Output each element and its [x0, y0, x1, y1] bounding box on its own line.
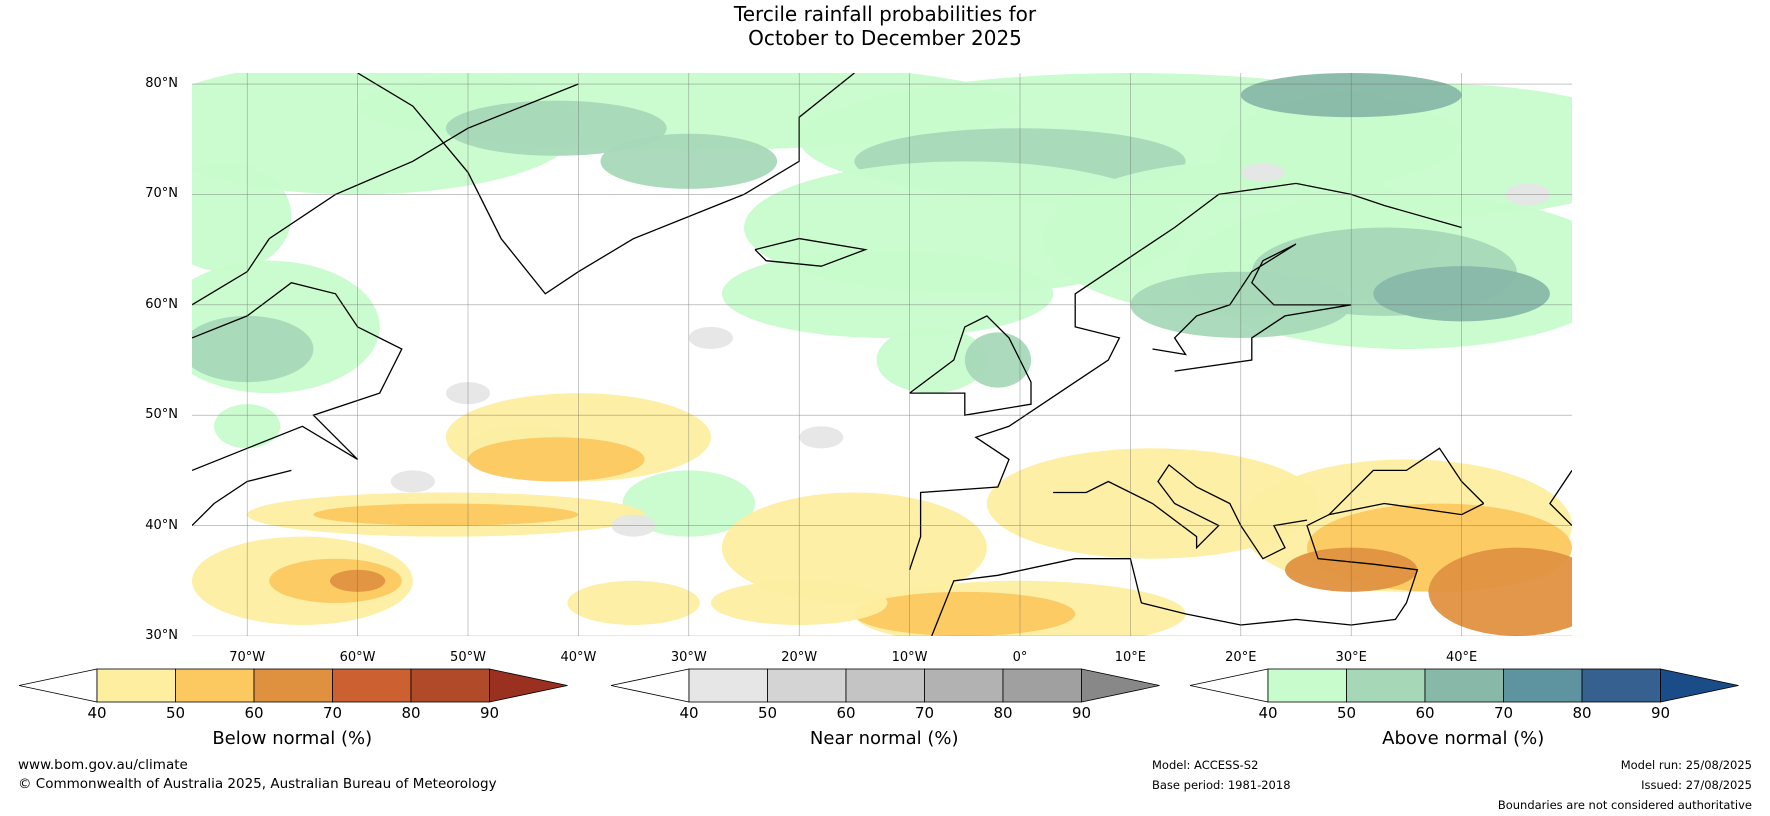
- latitude-tick-label: 40°N: [145, 517, 178, 533]
- colorbar-segment: [845, 668, 925, 703]
- probability-area: [721, 249, 1054, 338]
- footer-model-run: Model run: 25/08/2025: [1620, 758, 1752, 772]
- colorbar-segment: [175, 668, 255, 703]
- colorbar-under-arrow: [610, 668, 690, 703]
- longitude-tick-label: 60°W: [339, 650, 376, 665]
- colorbar-segment: [253, 668, 333, 703]
- probability-area: [688, 326, 733, 349]
- latitude-tick-label: 30°N: [145, 628, 178, 643]
- coastline: [908, 182, 1462, 571]
- colorbar-tick-label: 50: [757, 704, 778, 722]
- longitude-tick-label: 30°E: [1335, 650, 1367, 665]
- footer-issued: Issued: 27/08/2025: [1641, 778, 1752, 792]
- colorbar-under-arrow: [18, 668, 98, 703]
- coastline: [192, 469, 292, 527]
- colorbar-tick-label: 90: [1650, 704, 1671, 722]
- colorbar-segment: [1002, 668, 1082, 703]
- longitude-tick-label: 20°E: [1225, 650, 1257, 665]
- latitude-tick-label: 70°N: [145, 186, 178, 202]
- coastline: [754, 237, 868, 267]
- colorbar-tick-label: 90: [479, 704, 500, 722]
- footer-model: Model: ACCESS-S2: [1152, 758, 1259, 772]
- probability-area: [1428, 547, 1572, 636]
- longitude-tick-label: 50°W: [450, 650, 486, 665]
- colorbar-tick-label: 60: [244, 704, 264, 722]
- footer-base-period: Base period: 1981-2018: [1152, 778, 1291, 792]
- latitude-tick-label: 80°N: [145, 76, 178, 92]
- colorbar-over-arrow: [1660, 668, 1739, 703]
- colorbar-segment: [96, 668, 176, 703]
- probability-field: [192, 73, 1572, 636]
- colorbar-tick-label: 80: [1572, 704, 1592, 722]
- colorbar-tick-label: 80: [993, 704, 1013, 722]
- colorbar-segment: [1581, 668, 1661, 703]
- longitude-tick-label: 20°W: [781, 650, 818, 665]
- colorbar-tick-label: 90: [1071, 704, 1092, 722]
- latitude-tick-label: 50°N: [145, 407, 178, 423]
- probability-area: [192, 161, 292, 272]
- colorbar-tick-label: 40: [87, 704, 107, 722]
- longitude-tick-label: 70°W: [229, 650, 266, 665]
- longitude-tick-label: 30°W: [670, 650, 707, 665]
- gridlines: [192, 73, 1572, 636]
- longitude-tick-label: 10°E: [1114, 650, 1147, 665]
- colorbar-segment: [1503, 668, 1583, 703]
- probability-area: [468, 437, 645, 482]
- coastline: [192, 281, 403, 472]
- probability-area: [1240, 163, 1285, 182]
- coastline: [1152, 243, 1352, 372]
- colorbar-segment: [924, 668, 1004, 703]
- colorbar-under-arrow: [1189, 668, 1269, 703]
- longitude-tick-label: 40°W: [560, 650, 597, 665]
- map-title: Tercile rainfall probabilities for Octob…: [0, 2, 1770, 50]
- colorbar-segment: [332, 668, 412, 703]
- colorbar-2: [1189, 668, 1739, 703]
- probability-area: [313, 503, 579, 526]
- colorbar-tick-label: 50: [1336, 704, 1357, 722]
- colorbar-label: Near normal (%): [809, 728, 959, 749]
- coastline: [1053, 463, 1308, 560]
- probability-area: [964, 332, 1032, 388]
- colorbar-segment: [688, 668, 768, 703]
- probability-area: [799, 426, 844, 449]
- coastline: [1549, 470, 1572, 527]
- colorbar-tick-label: 80: [401, 704, 421, 722]
- colorbar-tick-label: 60: [836, 704, 856, 722]
- longitude-tick-label: 10°W: [891, 650, 928, 665]
- colorbar-tick-label: 70: [322, 704, 343, 722]
- longitude-tick-label: 40°E: [1445, 650, 1478, 665]
- coastline: [1328, 447, 1485, 516]
- longitude-tick-label: 0°: [1012, 650, 1028, 665]
- colorbar-tick-label: 70: [914, 704, 935, 722]
- title-line-1: Tercile rainfall probabilities for: [733, 2, 1037, 26]
- probability-area: [390, 470, 435, 493]
- colorbar-tick-label: 50: [165, 704, 186, 722]
- colorbar-segment: [1424, 668, 1504, 703]
- probability-area: [854, 591, 1076, 636]
- colorbar-tick-label: 70: [1493, 704, 1514, 722]
- probability-area: [192, 315, 314, 383]
- colorbar-segment: [1267, 668, 1347, 703]
- footer-copyright: © Commonwealth of Australia 2025, Austra…: [18, 776, 497, 792]
- colorbar-over-arrow: [489, 668, 568, 703]
- colorbar-over-arrow: [1081, 668, 1160, 703]
- colorbar-1: [610, 668, 1160, 703]
- colorbar-tick-label: 60: [1415, 704, 1435, 722]
- colorbar-label: Below normal (%): [212, 728, 373, 749]
- colorbar-0: [18, 668, 568, 703]
- colorbar-tick-label: 40: [679, 704, 699, 722]
- colorbar-label: Above normal (%): [1382, 728, 1545, 749]
- footer-disclaimer: Boundaries are not considered authoritat…: [1497, 798, 1752, 812]
- title-line-2: October to December 2025: [748, 26, 1022, 50]
- probability-area: [567, 580, 700, 625]
- colorbar-segment: [767, 668, 847, 703]
- colorbar-segment: [410, 668, 490, 703]
- footer-website: www.bom.gov.au/climate: [18, 757, 188, 773]
- colorbar-segment: [1346, 668, 1426, 703]
- coastline: [931, 502, 1484, 636]
- latitude-tick-label: 60°N: [145, 296, 178, 312]
- colorbar-tick-label: 40: [1258, 704, 1278, 722]
